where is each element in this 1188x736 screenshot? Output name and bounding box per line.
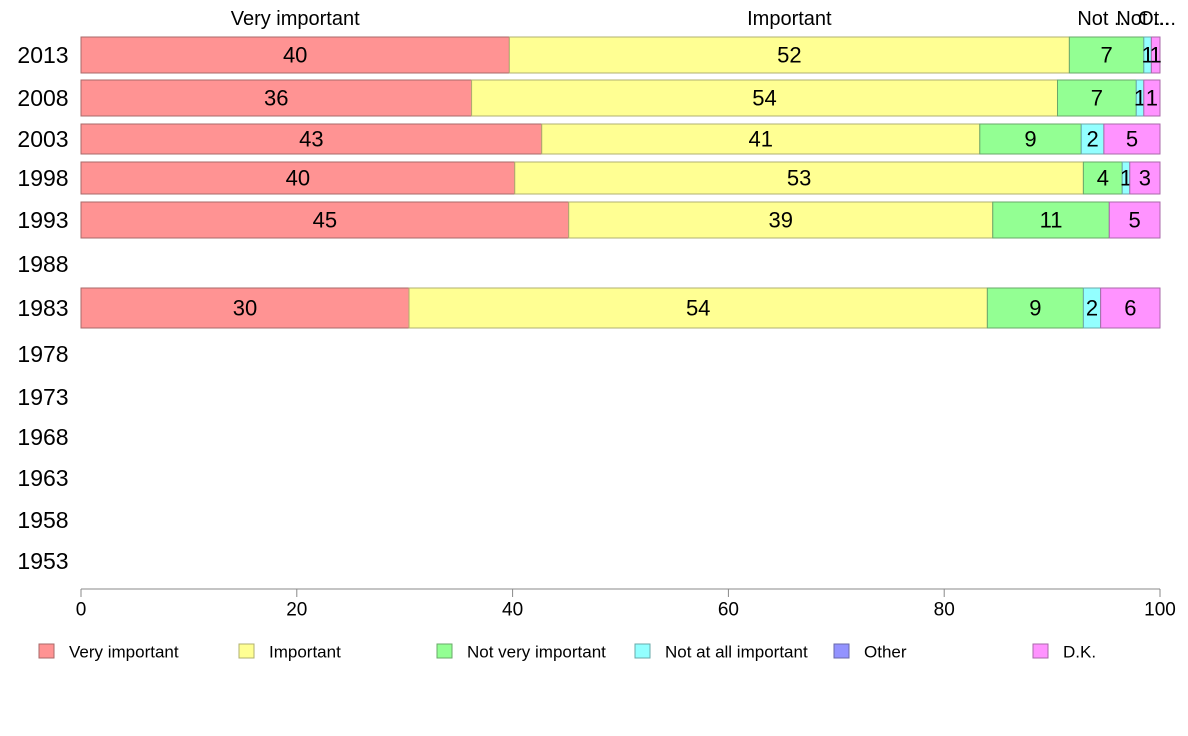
data-label-1993-5: 5 xyxy=(1129,208,1141,233)
data-label-2003-2: 9 xyxy=(1024,127,1036,152)
data-label-2013-2: 7 xyxy=(1100,43,1112,68)
bar-1993-very-important xyxy=(80,201,570,239)
bar-2013-very-important xyxy=(80,36,510,74)
x-tick-label-40: 40 xyxy=(502,600,523,621)
data-label-2013-3: 1 xyxy=(1141,43,1153,68)
bar-1993-not-very-important xyxy=(992,201,1110,239)
bar-2008-d-k- xyxy=(1143,79,1161,117)
data-label-2013-5: 1 xyxy=(1150,43,1162,68)
top-series-label-3: Not ... xyxy=(1116,8,1169,30)
data-label-1983-2: 9 xyxy=(1029,296,1041,321)
data-label-1983-0: 30 xyxy=(233,296,257,321)
bar-2003-d-k- xyxy=(1103,123,1161,155)
bar-1993-d-k- xyxy=(1108,201,1161,239)
category-label-1993: 1993 xyxy=(17,207,68,233)
data-label-2008-5: 1 xyxy=(1146,86,1158,111)
top-series-label-2: Not ... xyxy=(1077,8,1130,30)
top-series-label-1: Important xyxy=(747,8,832,30)
legend-swatch-2 xyxy=(436,643,453,659)
data-label-2013-1: 52 xyxy=(777,43,801,68)
data-label-1983-5: 6 xyxy=(1124,296,1136,321)
bar-1998-important xyxy=(514,161,1084,195)
legend-swatch-5 xyxy=(1032,643,1049,659)
category-label-1973: 1973 xyxy=(17,384,68,410)
category-label-1983: 1983 xyxy=(17,295,68,321)
bar-1998-very-important xyxy=(80,161,516,195)
legend-label-0: Very important xyxy=(69,643,179,662)
legend-label-5: D.K. xyxy=(1063,643,1096,662)
data-label-2008-0: 36 xyxy=(264,86,288,111)
category-label-1998: 1998 xyxy=(17,165,68,191)
bar-2008-important xyxy=(471,79,1058,117)
bar-1993-important xyxy=(568,201,994,239)
data-label-2003-0: 43 xyxy=(299,127,323,152)
category-label-1958: 1958 xyxy=(17,507,68,533)
x-tick-label-100: 100 xyxy=(1144,600,1176,621)
bar-2008-very-important xyxy=(80,79,473,117)
x-tick-label-60: 60 xyxy=(718,600,739,621)
legend-swatch-0 xyxy=(38,643,55,659)
data-label-2008-3: 1 xyxy=(1134,86,1146,111)
top-series-label-0: Very important xyxy=(231,8,360,30)
bar-1983-important xyxy=(408,287,988,329)
category-label-1988: 1988 xyxy=(17,251,68,277)
x-tick-label-80: 80 xyxy=(934,600,955,621)
data-label-2003-5: 5 xyxy=(1126,127,1138,152)
bar-1998-not-very-important xyxy=(1082,161,1123,195)
bar-1998-d-k- xyxy=(1129,161,1161,195)
data-label-1993-2: 11 xyxy=(1040,208,1063,233)
data-label-2003-1: 41 xyxy=(749,127,773,152)
legend-label-1: Important xyxy=(269,643,341,662)
bar-1983-very-important xyxy=(80,287,410,329)
top-series-label-4: Ot... xyxy=(1138,8,1176,30)
legend-label-3: Not at all important xyxy=(665,643,808,662)
legend-swatch-4 xyxy=(833,643,850,659)
legend-swatch-3 xyxy=(634,643,651,659)
data-label-2008-1: 54 xyxy=(752,86,776,111)
category-label-2008: 2008 xyxy=(17,85,68,111)
category-label-2013: 2013 xyxy=(17,42,68,68)
bar-1983-d-k- xyxy=(1100,287,1161,329)
data-label-1993-1: 39 xyxy=(768,208,792,233)
category-label-2003: 2003 xyxy=(17,126,68,152)
data-label-1998-0: 40 xyxy=(286,166,310,191)
data-label-1983-1: 54 xyxy=(686,296,710,321)
bar-2003-important xyxy=(541,123,981,155)
data-label-2013-0: 40 xyxy=(283,43,307,68)
data-label-2008-2: 7 xyxy=(1091,86,1103,111)
category-label-1968: 1968 xyxy=(17,424,68,450)
bar-2013-not-very-important xyxy=(1068,36,1145,74)
category-label-1963: 1963 xyxy=(17,465,68,491)
legend-label-2: Not very important xyxy=(467,643,606,662)
bar-1983-not-very-important xyxy=(986,287,1084,329)
data-label-1998-5: 3 xyxy=(1139,166,1151,191)
bar-2013-important xyxy=(508,36,1070,74)
data-label-1998-1: 53 xyxy=(787,166,811,191)
category-label-1953: 1953 xyxy=(17,548,68,574)
data-label-2003-3: 2 xyxy=(1086,127,1098,152)
x-tick-label-0: 0 xyxy=(76,600,87,621)
legend-label-4: Other xyxy=(864,643,907,662)
data-label-1998-3: 1 xyxy=(1120,166,1132,191)
x-tick-label-20: 20 xyxy=(286,600,307,621)
data-label-1993-0: 45 xyxy=(313,208,337,233)
legend-swatch-1 xyxy=(238,643,255,659)
data-label-1983-3: 2 xyxy=(1086,296,1098,321)
bar-2013-d-k- xyxy=(1150,36,1161,74)
category-label-1978: 1978 xyxy=(17,341,68,367)
data-label-1998-2: 4 xyxy=(1097,166,1109,191)
